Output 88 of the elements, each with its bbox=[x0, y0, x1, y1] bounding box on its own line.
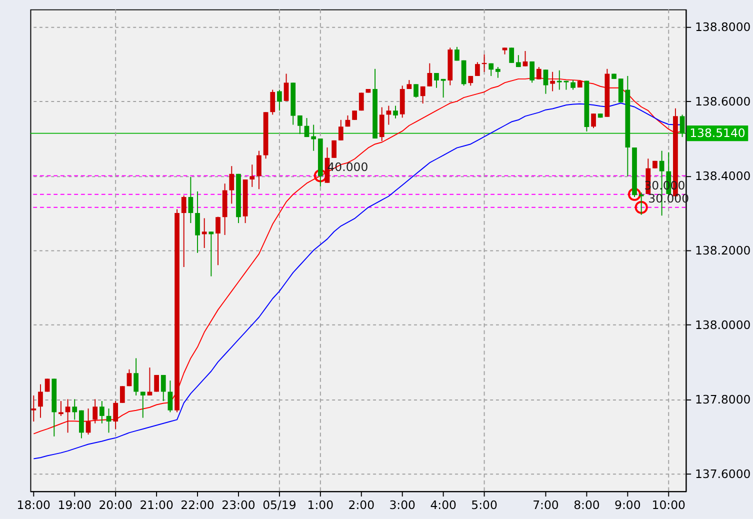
candlestick bbox=[86, 408, 91, 436]
candlestick bbox=[461, 60, 466, 86]
y-tick-label: 138.8000 bbox=[694, 20, 751, 34]
x-tick-label: 1:00 bbox=[307, 498, 334, 512]
candlestick bbox=[99, 400, 104, 424]
x-tick-label: 21:00 bbox=[140, 498, 174, 512]
x-tick-label: 22:00 bbox=[180, 498, 214, 512]
y-tick-label: 138.2000 bbox=[694, 244, 751, 258]
candlestick bbox=[160, 374, 166, 402]
candlestick bbox=[256, 150, 262, 190]
candlestick bbox=[208, 231, 214, 277]
candlestick bbox=[680, 114, 685, 138]
candlestick bbox=[379, 106, 384, 142]
x-tick-label: 8:00 bbox=[574, 498, 600, 512]
candlestick bbox=[495, 66, 500, 78]
candlestick bbox=[270, 89, 276, 116]
x-tick-label: 10:00 bbox=[652, 498, 686, 512]
candlestick bbox=[386, 105, 392, 126]
candlestick bbox=[358, 92, 364, 112]
candlestick bbox=[250, 164, 255, 188]
candlestick bbox=[311, 124, 316, 152]
x-tick-label: 7:00 bbox=[532, 498, 559, 512]
candlestick bbox=[195, 190, 200, 254]
candlestick bbox=[304, 118, 310, 138]
x-tick-label: 4:00 bbox=[430, 498, 456, 512]
candlestick bbox=[332, 140, 337, 158]
point bbox=[628, 188, 642, 201]
y-tick-label: 138.0000 bbox=[694, 318, 751, 332]
candlestick bbox=[216, 216, 220, 266]
candlestick bbox=[509, 47, 514, 64]
candlestick bbox=[488, 62, 494, 76]
candlestick bbox=[530, 60, 535, 84]
candlestick bbox=[134, 358, 139, 396]
candlestick bbox=[284, 73, 289, 102]
candlestick bbox=[556, 70, 562, 90]
candlestick bbox=[352, 110, 357, 120]
x-tick-label: 19:00 bbox=[58, 498, 92, 512]
y-tick-label: 137.8000 bbox=[694, 392, 751, 407]
x-tick-label: 05/19 bbox=[262, 498, 296, 512]
x-tick-label: 3:00 bbox=[389, 498, 416, 512]
candlestick bbox=[297, 114, 302, 135]
candlestick bbox=[522, 50, 528, 67]
candlestick bbox=[543, 69, 548, 94]
x-tick-label: 20:00 bbox=[98, 498, 132, 512]
candlestick bbox=[181, 195, 186, 268]
candlestick bbox=[147, 367, 152, 396]
candlestick bbox=[188, 176, 194, 224]
candlestick bbox=[420, 86, 426, 104]
candlestick bbox=[427, 62, 432, 87]
candlestick bbox=[44, 378, 50, 392]
candlestick bbox=[38, 384, 43, 418]
ref-line-label: 138.5140 bbox=[690, 126, 746, 140]
candlestick bbox=[414, 84, 418, 98]
point bbox=[634, 200, 648, 214]
candlestick bbox=[475, 62, 480, 76]
candlestick bbox=[536, 66, 542, 80]
candlestick bbox=[79, 410, 84, 439]
y-tick-label: 138.4000 bbox=[694, 169, 751, 184]
candlestick bbox=[229, 166, 234, 204]
candlestick bbox=[550, 71, 555, 92]
candlestick bbox=[202, 218, 207, 248]
candlestick bbox=[168, 380, 173, 413]
candlestick bbox=[106, 408, 112, 434]
x-tick-label: 18:00 bbox=[16, 498, 50, 512]
candlestick bbox=[72, 398, 78, 420]
candlestick bbox=[65, 398, 70, 434]
candlestick bbox=[454, 46, 460, 62]
candlestick bbox=[31, 394, 36, 422]
candlestick bbox=[440, 78, 446, 98]
candlestick bbox=[126, 368, 132, 387]
x-tick-label: 23:00 bbox=[222, 498, 256, 512]
candlestick bbox=[434, 72, 439, 88]
candlestick bbox=[120, 386, 125, 404]
x-tick-label: 2:00 bbox=[348, 498, 375, 512]
x-tick-label: 9:00 bbox=[614, 498, 641, 512]
candlestick bbox=[58, 400, 64, 416]
candlestick bbox=[570, 80, 576, 90]
candlestick bbox=[92, 398, 98, 424]
candlestick bbox=[338, 119, 344, 141]
candlestick bbox=[277, 89, 282, 112]
candlestick bbox=[591, 113, 596, 129]
x-tick-label: 5:00 bbox=[471, 498, 498, 512]
y-tick-label: 138.6000 bbox=[694, 94, 751, 109]
candlestick bbox=[393, 105, 398, 119]
y-tick-label: 137.6000 bbox=[694, 467, 751, 482]
candlestick bbox=[140, 391, 146, 418]
point bbox=[314, 169, 327, 182]
candlestick bbox=[113, 400, 118, 430]
